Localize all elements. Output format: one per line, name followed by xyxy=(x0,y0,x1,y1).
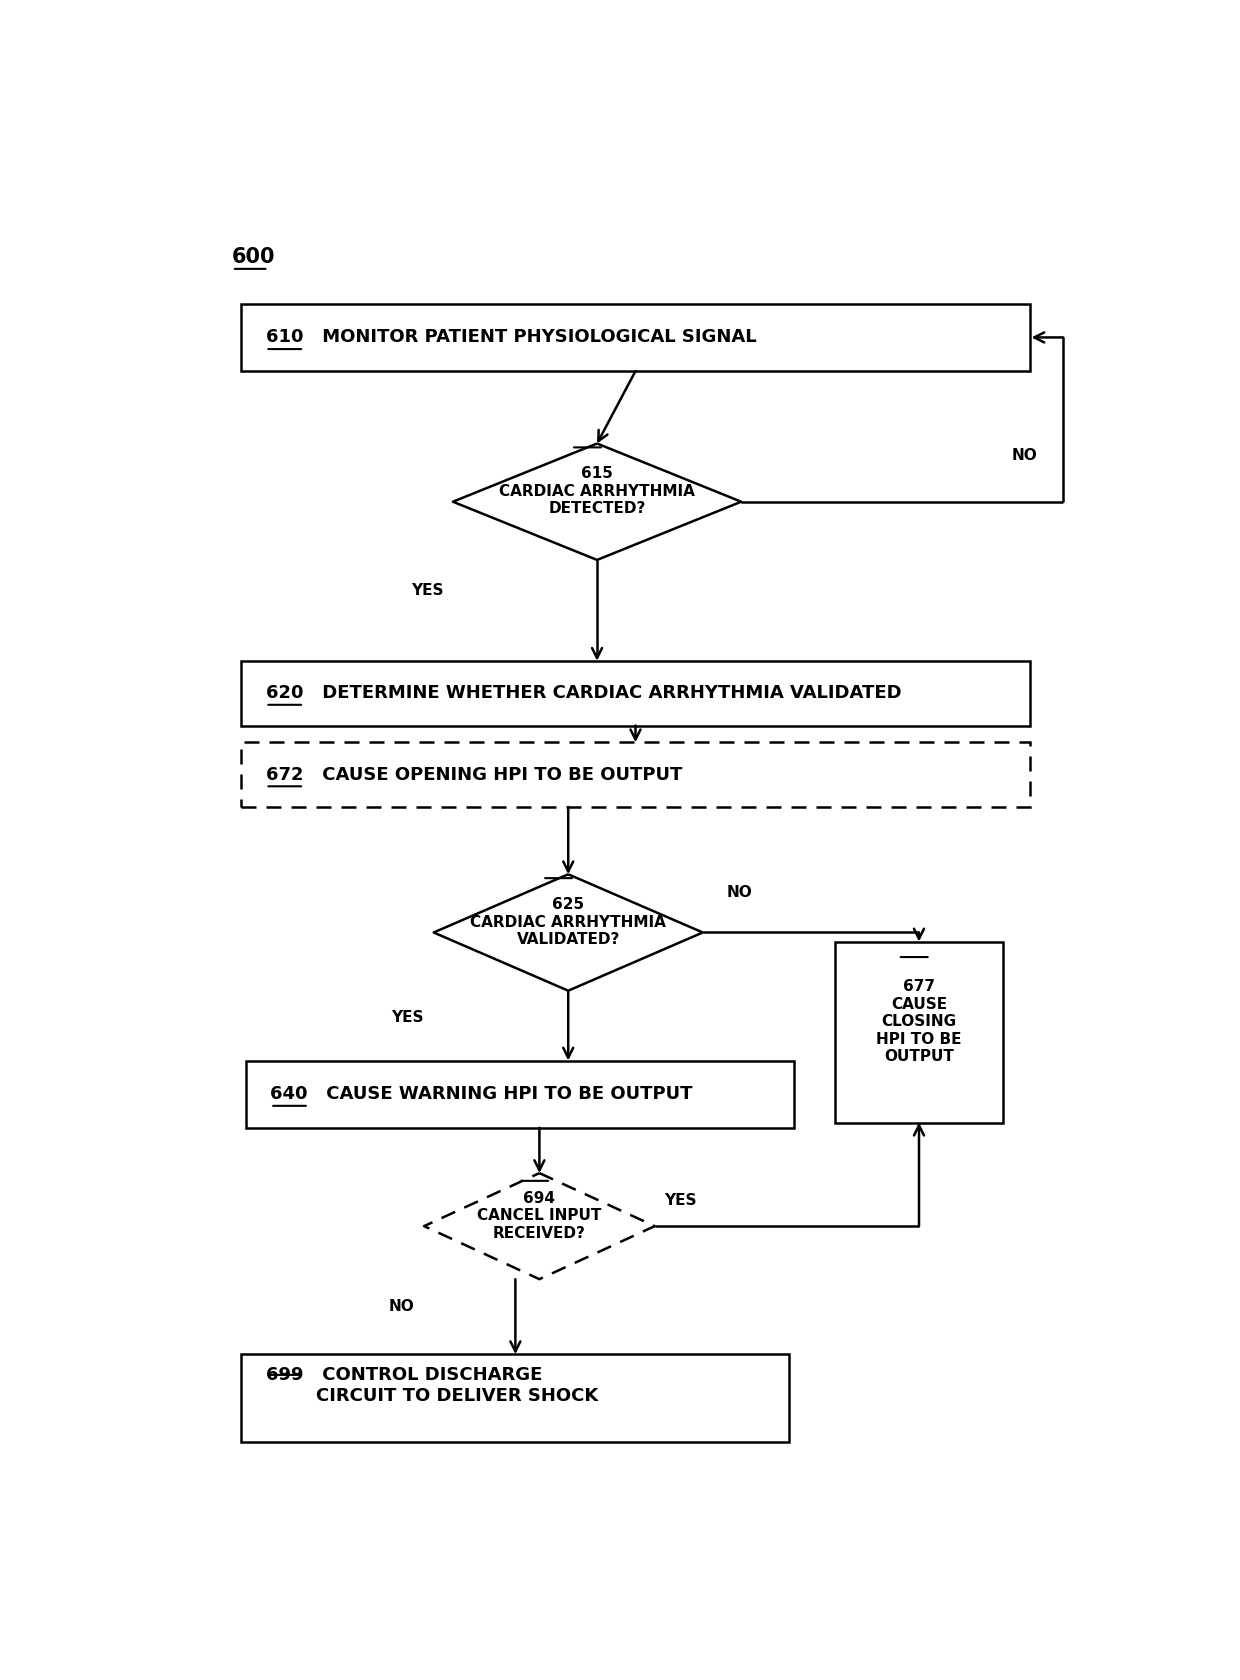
Polygon shape xyxy=(434,874,703,991)
Bar xyxy=(835,941,1003,1122)
Text: 677
CAUSE
CLOSING
HPI TO BE
OUTPUT: 677 CAUSE CLOSING HPI TO BE OUTPUT xyxy=(877,979,962,1063)
Text: 694
CANCEL INPUT
RECEIVED?: 694 CANCEL INPUT RECEIVED? xyxy=(477,1191,601,1242)
Polygon shape xyxy=(453,444,742,559)
Bar xyxy=(247,1060,794,1127)
Text: 620   DETERMINE WHETHER CARDIAC ARRHYTHMIA VALIDATED: 620 DETERMINE WHETHER CARDIAC ARRHYTHMIA… xyxy=(265,684,901,702)
Text: 672   CAUSE OPENING HPI TO BE OUTPUT: 672 CAUSE OPENING HPI TO BE OUTPUT xyxy=(265,766,682,783)
Bar xyxy=(242,743,1029,806)
Bar xyxy=(242,660,1029,726)
Text: NO: NO xyxy=(727,885,753,900)
Text: NO: NO xyxy=(1012,449,1038,464)
Text: 615
CARDIAC ARRHYTHMIA
DETECTED?: 615 CARDIAC ARRHYTHMIA DETECTED? xyxy=(500,467,694,516)
Text: YES: YES xyxy=(392,1010,424,1025)
Text: YES: YES xyxy=(665,1193,697,1208)
Bar xyxy=(242,1354,789,1441)
Text: NO: NO xyxy=(388,1299,414,1314)
Polygon shape xyxy=(424,1173,655,1278)
Text: 699   CONTROL DISCHARGE
        CIRCUIT TO DELIVER SHOCK: 699 CONTROL DISCHARGE CIRCUIT TO DELIVER… xyxy=(265,1366,598,1404)
Text: YES: YES xyxy=(410,583,444,598)
Text: 625
CARDIAC ARRHYTHMIA
VALIDATED?: 625 CARDIAC ARRHYTHMIA VALIDATED? xyxy=(470,897,666,948)
Text: 640   CAUSE WARNING HPI TO BE OUTPUT: 640 CAUSE WARNING HPI TO BE OUTPUT xyxy=(270,1085,693,1104)
Bar xyxy=(242,304,1029,371)
Text: 600: 600 xyxy=(232,247,275,267)
Text: 610   MONITOR PATIENT PHYSIOLOGICAL SIGNAL: 610 MONITOR PATIENT PHYSIOLOGICAL SIGNAL xyxy=(265,328,756,346)
